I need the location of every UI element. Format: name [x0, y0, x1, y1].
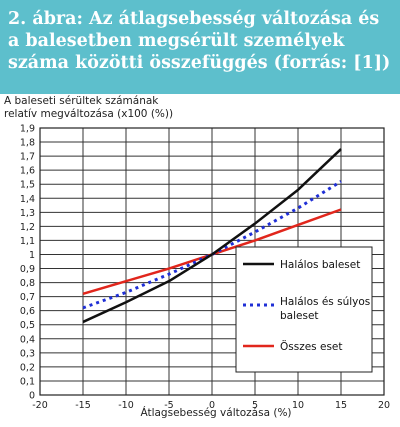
caption-band: 2. ábra: Az átlagsebesség változása és a…	[0, 0, 400, 94]
y-tick-label: 1,8	[20, 138, 35, 149]
series-fatal-line	[82, 148, 342, 324]
x-tick-label: -15	[75, 400, 91, 411]
legend: Halálos baleset Halálos és súlyos balese…	[235, 246, 373, 373]
x-tick-label: 20	[378, 400, 390, 411]
figure-caption: 2. ábra: Az átlagsebesség változása és a…	[8, 9, 391, 73]
x-tick-label: 0	[209, 400, 215, 411]
tick-labels: -20 -15 -10 -5 0 5 10 15 20 0 0,1 0,2 0,3 0,4 0,5 0,6 0,…	[20, 124, 390, 412]
y-tick-label: 1,7	[20, 152, 35, 163]
x-tick-label: 15	[335, 400, 347, 411]
y-tick-label: 1,6	[20, 166, 35, 177]
y-axis-title-line2: relatív megváltozása (x100 (%))	[4, 108, 173, 120]
line-chart: A baleseti sérültek számának relatív meg…	[4, 95, 390, 419]
y-tick-label: 1,4	[20, 194, 35, 205]
legend-box	[235, 246, 373, 373]
legend-label-fatal-serious-line1: Halálos és súlyos	[280, 296, 370, 308]
y-tick-label: 1	[29, 250, 35, 261]
y-tick-label: 0,9	[20, 264, 35, 275]
y-tick-label: 1,9	[20, 124, 35, 135]
chart-area: A baleseti sérültek számának relatív meg…	[0, 94, 400, 427]
plot-frame	[39, 127, 385, 396]
y-tick-label: 0,6	[20, 306, 35, 317]
x-axis-title: Átlagsebesség változása (%)	[140, 406, 291, 419]
y-tick-label: 0,3	[20, 348, 35, 359]
x-tick-label: 5	[252, 400, 258, 411]
y-tick-label: 0,1	[20, 376, 35, 387]
y-tick-label: 1,1	[20, 236, 35, 247]
legend-label-all: Összes eset	[280, 340, 343, 353]
y-tick-label: 1,2	[20, 222, 35, 233]
y-tick-label: 0	[29, 391, 35, 402]
x-tick-label: 10	[292, 400, 304, 411]
series-group	[82, 148, 342, 324]
x-tick-label: -20	[32, 400, 48, 411]
legend-label-fatal-serious-line2: baleset	[280, 310, 319, 322]
y-tick-label: 0,8	[20, 278, 35, 289]
y-axis-title-line1: A baleseti sérültek számának	[4, 95, 159, 107]
y-tick-label: 1,3	[20, 208, 35, 219]
y-tick-label: 0,4	[20, 334, 35, 345]
x-tick-label: -5	[164, 400, 173, 411]
legend-label-fatal: Halálos baleset	[280, 259, 360, 271]
y-tick-label: 0,2	[20, 362, 35, 373]
y-tick-label: 0,5	[20, 320, 35, 331]
x-tick-label: -10	[118, 400, 134, 411]
y-tick-label: 1,5	[20, 180, 35, 191]
y-tick-label: 0,7	[20, 292, 35, 303]
